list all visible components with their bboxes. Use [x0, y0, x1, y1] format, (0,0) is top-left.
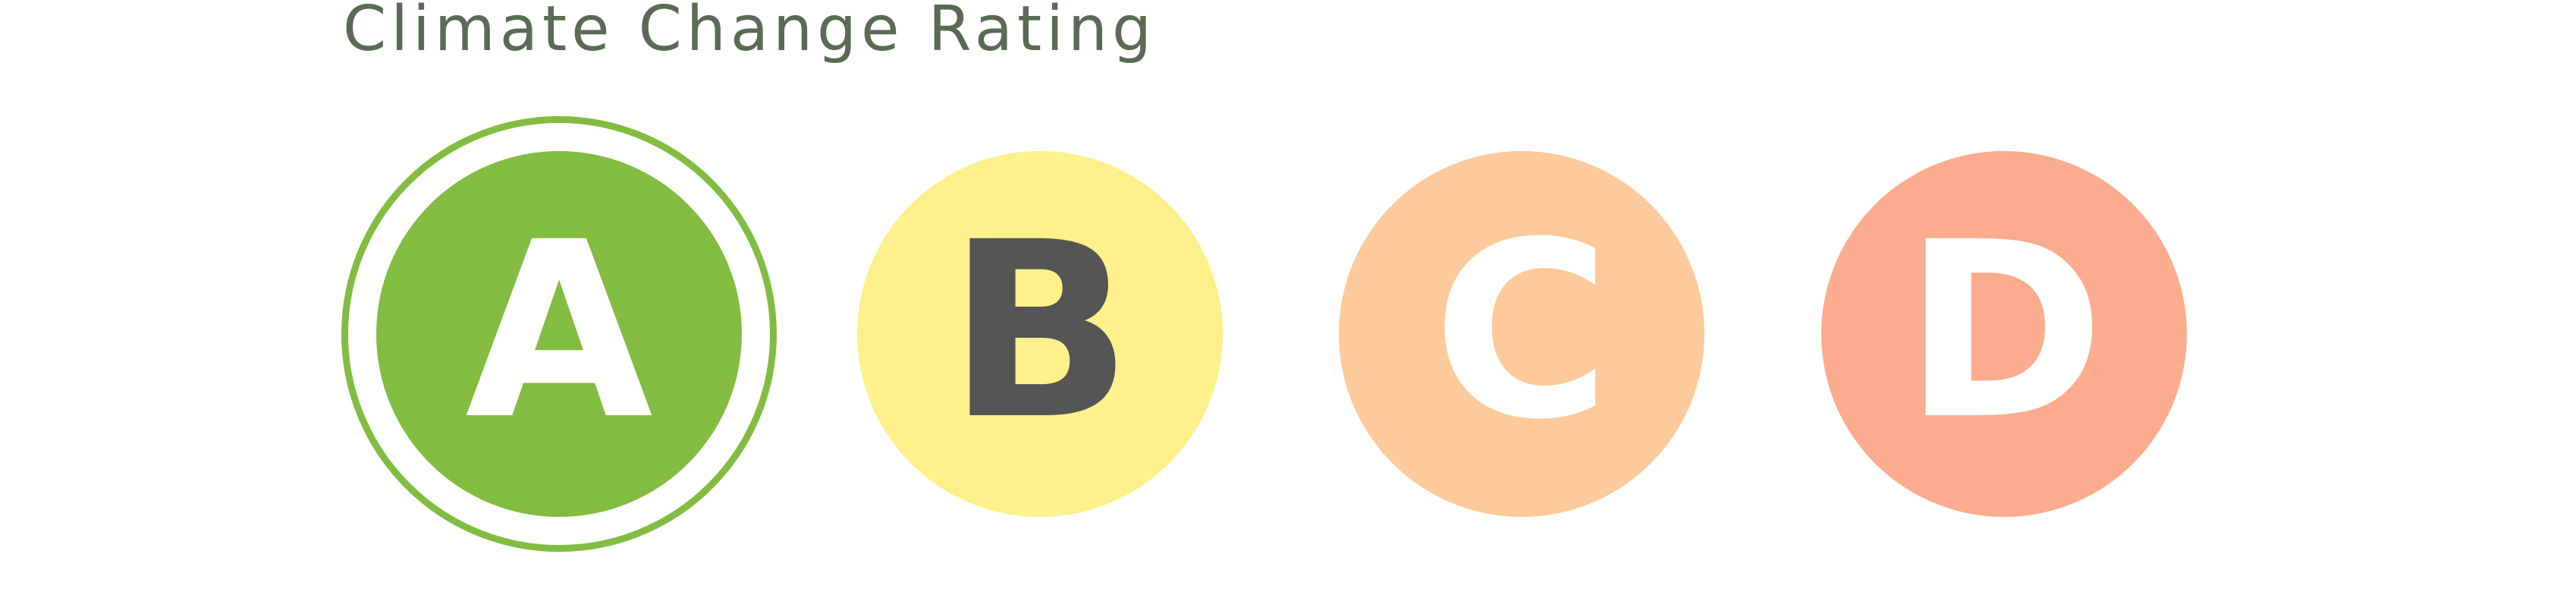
rating-letter-b: B: [947, 191, 1132, 473]
rating-badge-b: B: [857, 151, 1223, 517]
page-title: Climate Change Rating: [343, 0, 1157, 65]
rating-badge-c: C: [1339, 151, 1704, 517]
rating-badge-d: D: [1821, 151, 2187, 517]
rating-badge-a: A: [376, 151, 742, 517]
selected-rating-ring: [341, 116, 777, 552]
rating-letter-c: C: [1432, 191, 1611, 473]
rating-letter-a: A: [465, 191, 653, 473]
rating-letter-d: D: [1903, 191, 2105, 473]
